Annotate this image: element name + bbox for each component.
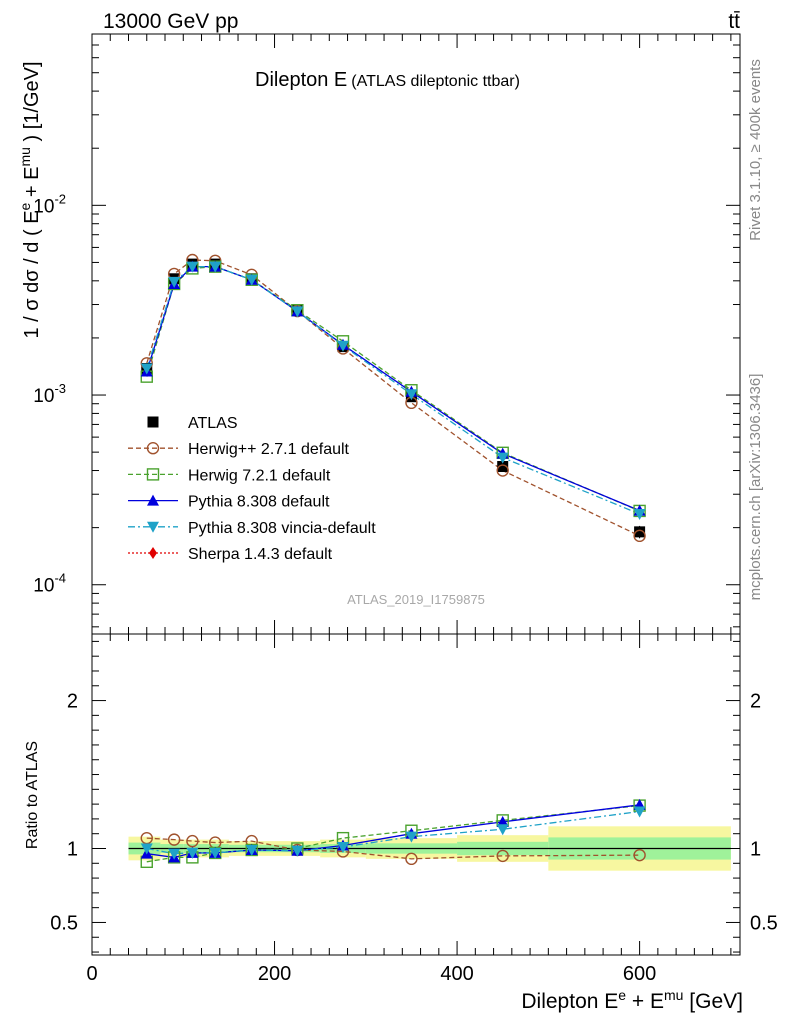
series-point-3 bbox=[245, 274, 258, 286]
legend-marker bbox=[147, 494, 159, 506]
ratio-line-0 bbox=[146, 837, 640, 860]
series-point-3 bbox=[168, 276, 181, 288]
series-point-3 bbox=[209, 261, 222, 273]
ratio-y-axis-label: Ratio to ATLAS bbox=[24, 741, 41, 849]
ratio-tick-label-right: 2 bbox=[750, 691, 761, 713]
atlas-data-point bbox=[634, 526, 646, 538]
ratio-point-3 bbox=[633, 806, 646, 818]
ratio-plot-frame bbox=[91, 633, 741, 956]
ratio-point-3 bbox=[405, 831, 418, 843]
series-point-3 bbox=[291, 306, 304, 318]
legend-label: Sherpa 1.4.3 default bbox=[188, 546, 333, 563]
legend-marker bbox=[149, 547, 157, 559]
process-label: tt̄ bbox=[728, 10, 740, 33]
y-tick-label: 10-3 bbox=[33, 381, 66, 407]
series-line-0 bbox=[146, 259, 640, 537]
ratio-tick-label-right: 1 bbox=[750, 838, 761, 860]
legend: ATLAS Herwig++ 2.7.1 default Herwig 7.2.1 … bbox=[128, 415, 376, 563]
ratio-point-3 bbox=[245, 844, 258, 856]
y-tick-label: 10-2 bbox=[33, 191, 66, 217]
plot-subtitle: (ATLAS dileptonic ttbar) bbox=[351, 73, 520, 90]
y-tick-label: 10-4 bbox=[33, 571, 66, 597]
ratio-point-0 bbox=[167, 833, 181, 846]
ratio-tick-label-left: 0.5 bbox=[50, 912, 78, 934]
plot-frames bbox=[91, 33, 741, 956]
ratio-tick-label-left: 1 bbox=[67, 838, 78, 860]
ratio-point-3 bbox=[209, 847, 222, 859]
ratio-point-0 bbox=[405, 852, 418, 866]
legend-label: Herwig 7.2.1 default bbox=[188, 467, 331, 484]
x-axis-label: Dilepton Ee + Emu [GeV] bbox=[521, 987, 743, 1013]
energy-label: 13000 GeV pp bbox=[103, 10, 238, 33]
axes: 10-2 10-3 10-4 0.5 0.5 1 1 2 2 0 200 400 600 bbox=[33, 33, 778, 985]
analysis-id: ATLAS_2019_I1759875 bbox=[347, 592, 485, 607]
ratio-tick-label-left: 2 bbox=[67, 691, 78, 713]
series-point-3 bbox=[633, 508, 646, 520]
ratio-point-3 bbox=[496, 824, 509, 836]
series-lines bbox=[146, 259, 640, 863]
rivet-label: Rivet 3.1.10, ≥ 400k events bbox=[747, 59, 764, 241]
x-tick-label: 400 bbox=[440, 963, 473, 985]
legend-label: ATLAS bbox=[188, 415, 238, 432]
ratio-line-1 bbox=[146, 804, 640, 863]
series-line-2 bbox=[146, 266, 640, 512]
x-tick-label: 0 bbox=[86, 963, 97, 985]
legend-marker bbox=[147, 521, 159, 533]
main-plot-frame bbox=[91, 33, 741, 635]
legend-marker bbox=[146, 468, 160, 481]
ratio-point-2 bbox=[496, 815, 509, 827]
series-point-3 bbox=[336, 340, 349, 352]
x-tick-label: 600 bbox=[623, 963, 656, 985]
ratio-point-0 bbox=[496, 849, 509, 863]
atlas-data-point bbox=[497, 461, 509, 473]
mcplots-label: mcplots.cern.ch [arXiv:1306.3436] bbox=[747, 374, 764, 601]
legend-marker bbox=[146, 442, 160, 455]
series-point-3 bbox=[496, 452, 509, 464]
series-point-0 bbox=[496, 464, 509, 477]
ratio-line-2 bbox=[146, 804, 640, 859]
ratio-point-3 bbox=[291, 845, 304, 857]
plot-title: Dilepton E (ATLAS dileptonic ttbar) bbox=[255, 69, 520, 91]
ratio-point-0 bbox=[186, 834, 199, 848]
ratio-point-3 bbox=[186, 847, 199, 859]
series-point-3 bbox=[186, 261, 199, 273]
legend-label: Pythia 8.308 default bbox=[188, 494, 330, 511]
series-point-3 bbox=[405, 389, 418, 401]
legend-label: Herwig++ 2.7.1 default bbox=[188, 441, 350, 458]
x-tick-label: 200 bbox=[258, 963, 291, 985]
series-point-0 bbox=[633, 529, 646, 543]
ratio-point-3 bbox=[168, 848, 181, 860]
ratio-tick-label-right: 0.5 bbox=[750, 912, 778, 934]
ratio-point-0 bbox=[633, 848, 646, 862]
ratio-point-3 bbox=[140, 843, 153, 855]
series-markers bbox=[140, 253, 646, 869]
legend-marker bbox=[147, 416, 159, 428]
legend-label: Pythia 8.308 vincia-default bbox=[188, 520, 376, 537]
plot-title-main: Dilepton E bbox=[255, 69, 347, 91]
series-point-3 bbox=[140, 363, 153, 375]
y-axis-label: 1 / σ dσ / d ( Ee + Emu ) [1/GeV] bbox=[17, 61, 43, 338]
ratio-point-3 bbox=[336, 842, 349, 854]
ratio-line-3 bbox=[146, 810, 640, 855]
